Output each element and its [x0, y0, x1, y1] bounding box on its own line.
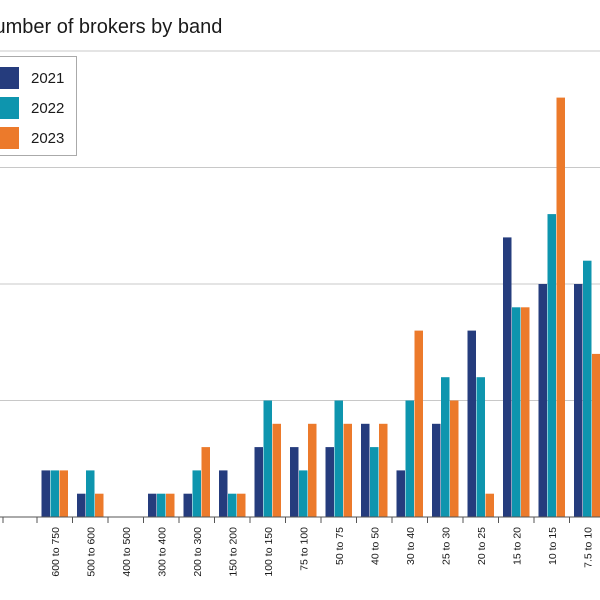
x-tick-label: 25 to 30 [440, 527, 452, 565]
legend-swatch-2021 [0, 67, 19, 89]
x-tick-label: 200 to 300 [192, 527, 204, 577]
bar-2023-50-to-75 [343, 423, 352, 517]
bar-2022-100-to-150 [263, 400, 272, 517]
legend-item-2021: 2021 [0, 67, 64, 89]
x-tick-label: 500 to 600 [85, 527, 97, 577]
bar-2023-30-to-40 [414, 330, 423, 517]
bar-2022-75-to-100 [299, 470, 308, 517]
x-tick-label: 50 to 75 [334, 527, 346, 565]
bar-2023-75-to-100 [308, 423, 317, 517]
bar-2023-100-to-150 [272, 423, 281, 517]
bar-2022-10-to-15 [547, 214, 556, 517]
bar-2021-500-to-600 [77, 493, 86, 517]
bar-2022-500-to-600 [86, 470, 95, 517]
x-axis: 600 to 750 500 to 600 400 to 500 300 to 400… [0, 516, 600, 577]
x-tick-label: 300 to 400 [156, 527, 168, 577]
x-tick-label: 600 to 750 [50, 527, 62, 577]
legend-swatch-2023 [0, 127, 19, 149]
bar-2022-20-to-25 [476, 377, 485, 517]
x-tick-label: 400 to 500 [121, 527, 133, 577]
bar-2023-40-to-50 [379, 423, 388, 517]
bar-2022-25-to-30 [441, 377, 450, 517]
x-tick-label: 20 to 25 [476, 527, 488, 565]
x-tick-label: 40 to 50 [369, 527, 381, 565]
bar-2021-600-to-750 [41, 470, 50, 517]
bar-2021-30-to-40 [396, 470, 405, 517]
bar-2021-7-5-to-10 [574, 284, 583, 517]
bar-2023-10-to-15 [556, 97, 565, 517]
bar-2023-20-to-25 [485, 493, 494, 517]
legend-item-2023: 2023 [0, 127, 64, 149]
x-tick-label: 150 to 200 [227, 527, 239, 577]
bar-2023-25-to-30 [450, 400, 459, 517]
x-tick-label: 10 to 15 [547, 527, 559, 565]
bar-2023-7-5-to-10 [592, 353, 600, 517]
bar-2021-15-to-20 [503, 237, 512, 517]
bar-2022-15-to-20 [512, 307, 521, 517]
x-tick-label: 100 to 150 [263, 527, 275, 577]
bar-2021-25-to-30 [432, 423, 441, 517]
legend-label-2021: 2021 [31, 69, 65, 87]
bars-group [41, 97, 600, 517]
legend: 2021 2022 2023 [0, 56, 77, 156]
bar-2022-300-to-400 [157, 493, 166, 517]
bar-2023-200-to-300 [201, 447, 210, 517]
x-tick-label: 7.5 to 10 [582, 527, 594, 568]
bar-2021-200-to-300 [183, 493, 192, 517]
bar-2022-200-to-300 [192, 470, 201, 517]
bar-2022-600-to-750 [50, 470, 59, 517]
bar-2022-7-5-to-10 [583, 260, 592, 517]
bar-2021-20-to-25 [467, 330, 476, 517]
bar-2022-40-to-50 [370, 447, 379, 517]
bar-2021-100-to-150 [254, 447, 263, 517]
bar-2021-75-to-100 [290, 447, 299, 517]
bar-2021-10-to-15 [538, 284, 547, 517]
chart-title: Number of brokers by band [0, 16, 223, 38]
bar-2021-50-to-75 [325, 447, 334, 517]
legend-swatch-2022 [0, 97, 19, 119]
bar-2023-15-to-20 [521, 307, 530, 517]
bar-2023-150-to-200 [237, 493, 246, 517]
bar-2021-300-to-400 [148, 493, 157, 517]
bar-2022-30-to-40 [405, 400, 414, 517]
bar-2023-600-to-750 [59, 470, 68, 517]
x-tick-label: 75 to 100 [298, 527, 310, 571]
x-tick-label: 30 to 40 [405, 527, 417, 565]
grid-lines [0, 50, 600, 401]
legend-item-2022: 2022 [0, 97, 64, 119]
x-tick-label: 15 to 20 [511, 527, 523, 565]
bar-2021-40-to-50 [361, 423, 370, 517]
legend-label-2023: 2023 [31, 129, 65, 147]
bar-2022-150-to-200 [228, 493, 237, 517]
bar-2022-50-to-75 [334, 400, 343, 517]
legend-label-2022: 2022 [31, 99, 65, 117]
bar-2023-300-to-400 [166, 493, 175, 517]
bar-2021-150-to-200 [219, 470, 228, 517]
bar-2023-500-to-600 [95, 493, 104, 517]
